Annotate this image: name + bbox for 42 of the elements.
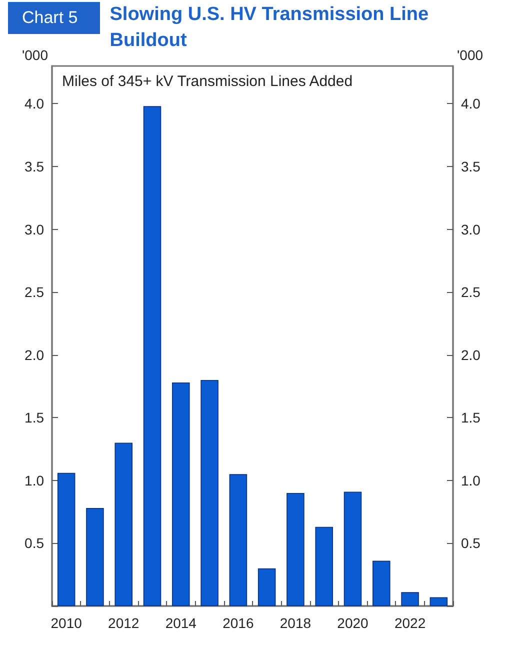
y-tick-label: 2.5 [24, 284, 44, 300]
x-tick-label: 2018 [280, 615, 312, 631]
y2-axis-title: '000 [457, 47, 484, 63]
chart-title: Slowing U.S. HV Transmission Line Buildout [110, 3, 430, 53]
y-tick-label: 3.5 [24, 158, 44, 174]
bar [286, 492, 304, 606]
y2-tick-label: 0.5 [461, 535, 481, 552]
bar [344, 492, 362, 606]
annotation: Miles of 345+ kV Transmission Lines Added [62, 73, 353, 90]
bar [57, 472, 76, 606]
bar [200, 380, 218, 606]
x-tick-label: 2016 [222, 615, 254, 631]
y-tick-label: 0.5 [24, 535, 44, 552]
y-tick-label: 3.0 [24, 221, 44, 238]
y-tick-label: 4.0 [24, 96, 44, 112]
y2-tick-label: 1.0 [461, 472, 481, 488]
x-tick-label: 2014 [165, 615, 197, 631]
y-tick-label: 1.5 [24, 410, 44, 426]
bar [172, 382, 190, 606]
x-tick-label: 2010 [50, 615, 82, 631]
bar [315, 526, 333, 606]
bar [114, 442, 132, 606]
y2-tick-label: 3.0 [461, 221, 481, 238]
y2-tick-label: 1.5 [461, 410, 481, 426]
x-tick-label: 2020 [337, 615, 369, 631]
x-tick-label: 2022 [394, 615, 426, 631]
bar [143, 106, 162, 606]
y-axis-title: '000 [22, 47, 48, 63]
bar [86, 508, 104, 606]
y-tick-label: 1.0 [24, 472, 44, 488]
bar [258, 568, 276, 606]
chart-subtitle: Chart 5 [8, 2, 100, 34]
bar [430, 597, 448, 606]
bar [229, 474, 248, 606]
bar [401, 592, 419, 606]
y2-tick-label: 3.5 [461, 158, 481, 174]
y2-tick-label: 2.5 [461, 284, 481, 300]
bar [372, 560, 390, 606]
y-tick-label: 2.0 [24, 346, 44, 363]
y2-tick-label: 2.0 [461, 346, 481, 363]
x-tick-label: 2012 [108, 615, 140, 631]
y2-tick-label: 4.0 [461, 96, 481, 112]
